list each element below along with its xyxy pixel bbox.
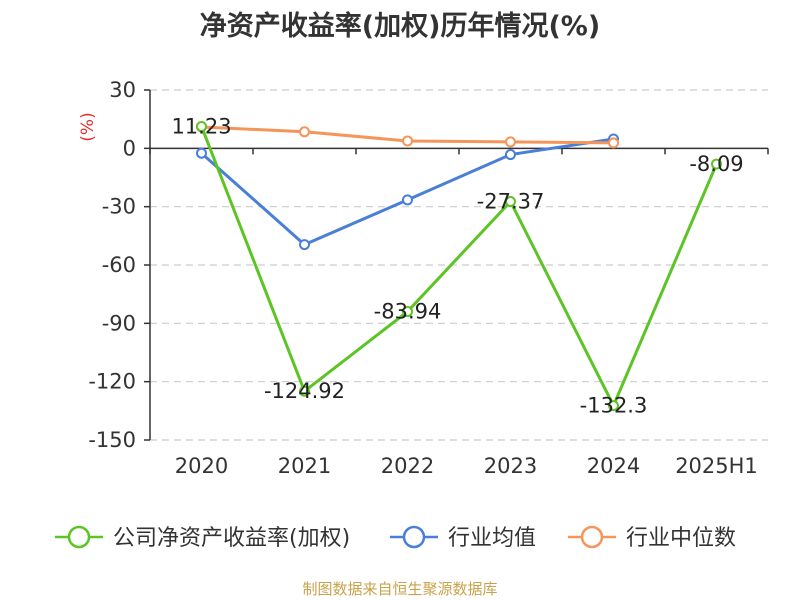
- data-labels: 11.23 -124.92 -83.94 -27.37 -132.3 -8.09: [171, 114, 743, 417]
- legend-marker-1: [402, 525, 426, 549]
- legend-label-1: 行业均值: [448, 526, 536, 551]
- y-tick-label--150: -150: [88, 428, 136, 452]
- point-s0-2: [402, 306, 413, 318]
- legend-label-0: 公司净资产收益率(加权): [113, 526, 350, 551]
- legend-marker-0: [67, 525, 91, 549]
- legend: 公司净资产收益率(加权) 行业均值 行业中位数: [55, 525, 736, 551]
- data-label-4: -132.3: [580, 394, 648, 418]
- y-tick-label--90: -90: [102, 311, 136, 335]
- point-s1-1: [299, 239, 310, 251]
- point-s1-3: [505, 149, 516, 161]
- point-s2-3: [505, 136, 516, 148]
- y-tick-label--120: -120: [88, 370, 136, 394]
- point-s1-2: [402, 194, 413, 206]
- point-s2-1: [299, 126, 310, 138]
- point-s1-0: [196, 147, 207, 159]
- y-axis-label: (%): [78, 112, 98, 141]
- chart-title: 净资产收益率(加权)历年情况(%): [199, 11, 601, 42]
- series-line-0: [200, 125, 718, 408]
- series-line-1: [200, 137, 614, 247]
- y-tick-label-0: 0: [123, 136, 136, 160]
- data-label-0: 11.23: [171, 114, 231, 138]
- x-tick-label-2022: 2022: [381, 454, 434, 478]
- point-s0-1: [299, 385, 310, 397]
- data-source-note: 制图数据来自恒生聚源数据库: [302, 580, 498, 598]
- data-label-3: -27.37: [477, 190, 545, 214]
- x-tick-label-2021: 2021: [278, 454, 331, 478]
- y-tick-label--30: -30: [102, 195, 136, 219]
- point-s0-4: [608, 400, 619, 412]
- y-tick-label--60: -60: [102, 253, 136, 277]
- legend-marker-2: [580, 525, 604, 549]
- legend-label-2: 行业中位数: [626, 526, 736, 551]
- data-label-1: -124.92: [264, 379, 345, 403]
- x-tick-label-2025H1: 2025H1: [675, 454, 758, 478]
- point-s2-4: [608, 137, 619, 149]
- x-tick-label-2020: 2020: [175, 454, 228, 478]
- point-s0-3: [505, 196, 516, 208]
- y-tick-label-30: 30: [109, 78, 136, 102]
- point-s0-0: [196, 120, 207, 132]
- x-tick-label-2024: 2024: [587, 454, 640, 478]
- point-s2-2: [402, 135, 413, 147]
- series-lines: [196, 120, 722, 412]
- data-label-2: -83.94: [374, 300, 442, 324]
- data-label-5: -8.09: [689, 152, 743, 176]
- x-tick-label-2023: 2023: [484, 454, 537, 478]
- axes: 30 0 -30 -60 -90 -120 -150 (%) 2020 2021 2022 2023 2…: [78, 78, 769, 478]
- point-s0-5: [711, 158, 722, 170]
- grid-lines: [150, 89, 768, 441]
